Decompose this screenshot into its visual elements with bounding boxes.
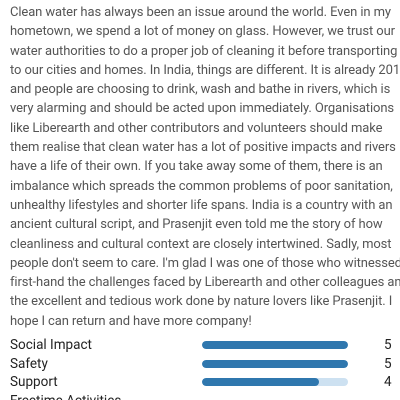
rating-row: Safety 5 [10, 355, 395, 374]
review-line: people don't seem to care. I'm glad I wa… [10, 255, 400, 271]
review-line: the excellent and tedious work done by n… [10, 294, 393, 310]
rating-value: 5 [384, 337, 392, 353]
rating-label: Social Impact [10, 337, 92, 353]
rating-value: 4 [384, 374, 392, 390]
review-line: Clean water has always been an issue aro… [10, 5, 391, 20]
rating-track [202, 359, 348, 368]
review-line: cleanliness and cultural context are clo… [10, 236, 392, 252]
review-line: unhealthy lifestyles and shorter life sp… [10, 197, 393, 213]
rating-row: Freetime Activities [10, 392, 395, 400]
rating-label: Freetime Activities [10, 392, 121, 400]
review-line: imbalance which spreads the common probl… [10, 178, 393, 194]
rating-bar [202, 341, 348, 349]
review-line: to our cities and homes. In India, thing… [10, 62, 400, 78]
review-text: Clean water has always been an issue aro… [10, 3, 400, 331]
rating-track [202, 341, 348, 349]
rating-track [202, 378, 348, 386]
review-line: hometown, we spend a lot of money on gla… [10, 24, 395, 40]
rating-row: Social Impact 5 [10, 336, 395, 355]
review-line: first-hand the challenges faced by Liber… [10, 275, 400, 291]
rating-value: 5 [384, 355, 392, 372]
rating-label: Support [10, 374, 58, 390]
review-line: very alarming and should be acted upon i… [10, 101, 395, 117]
review-line: like Liberearth and other contributors a… [10, 120, 383, 136]
review-line: have a life of their own. If you take aw… [10, 159, 383, 175]
rating-label: Safety [10, 355, 48, 372]
ratings: Social Impact 5 Safety 5 Support 4 Freetime Ac… [10, 336, 395, 400]
rating-bar [202, 378, 319, 386]
review-line: water authorities to do a proper job of … [10, 43, 400, 59]
review-line: ancient cultural script, and Prasenjit e… [10, 217, 383, 233]
review-line: them realise that clean water has a lot … [10, 140, 396, 156]
review-line: hope I can return and have more company! [10, 313, 252, 329]
rating-row: Support 4 [10, 373, 395, 392]
review-line: and people are choosing to drink, wash a… [10, 82, 391, 98]
rating-bar [202, 359, 348, 368]
